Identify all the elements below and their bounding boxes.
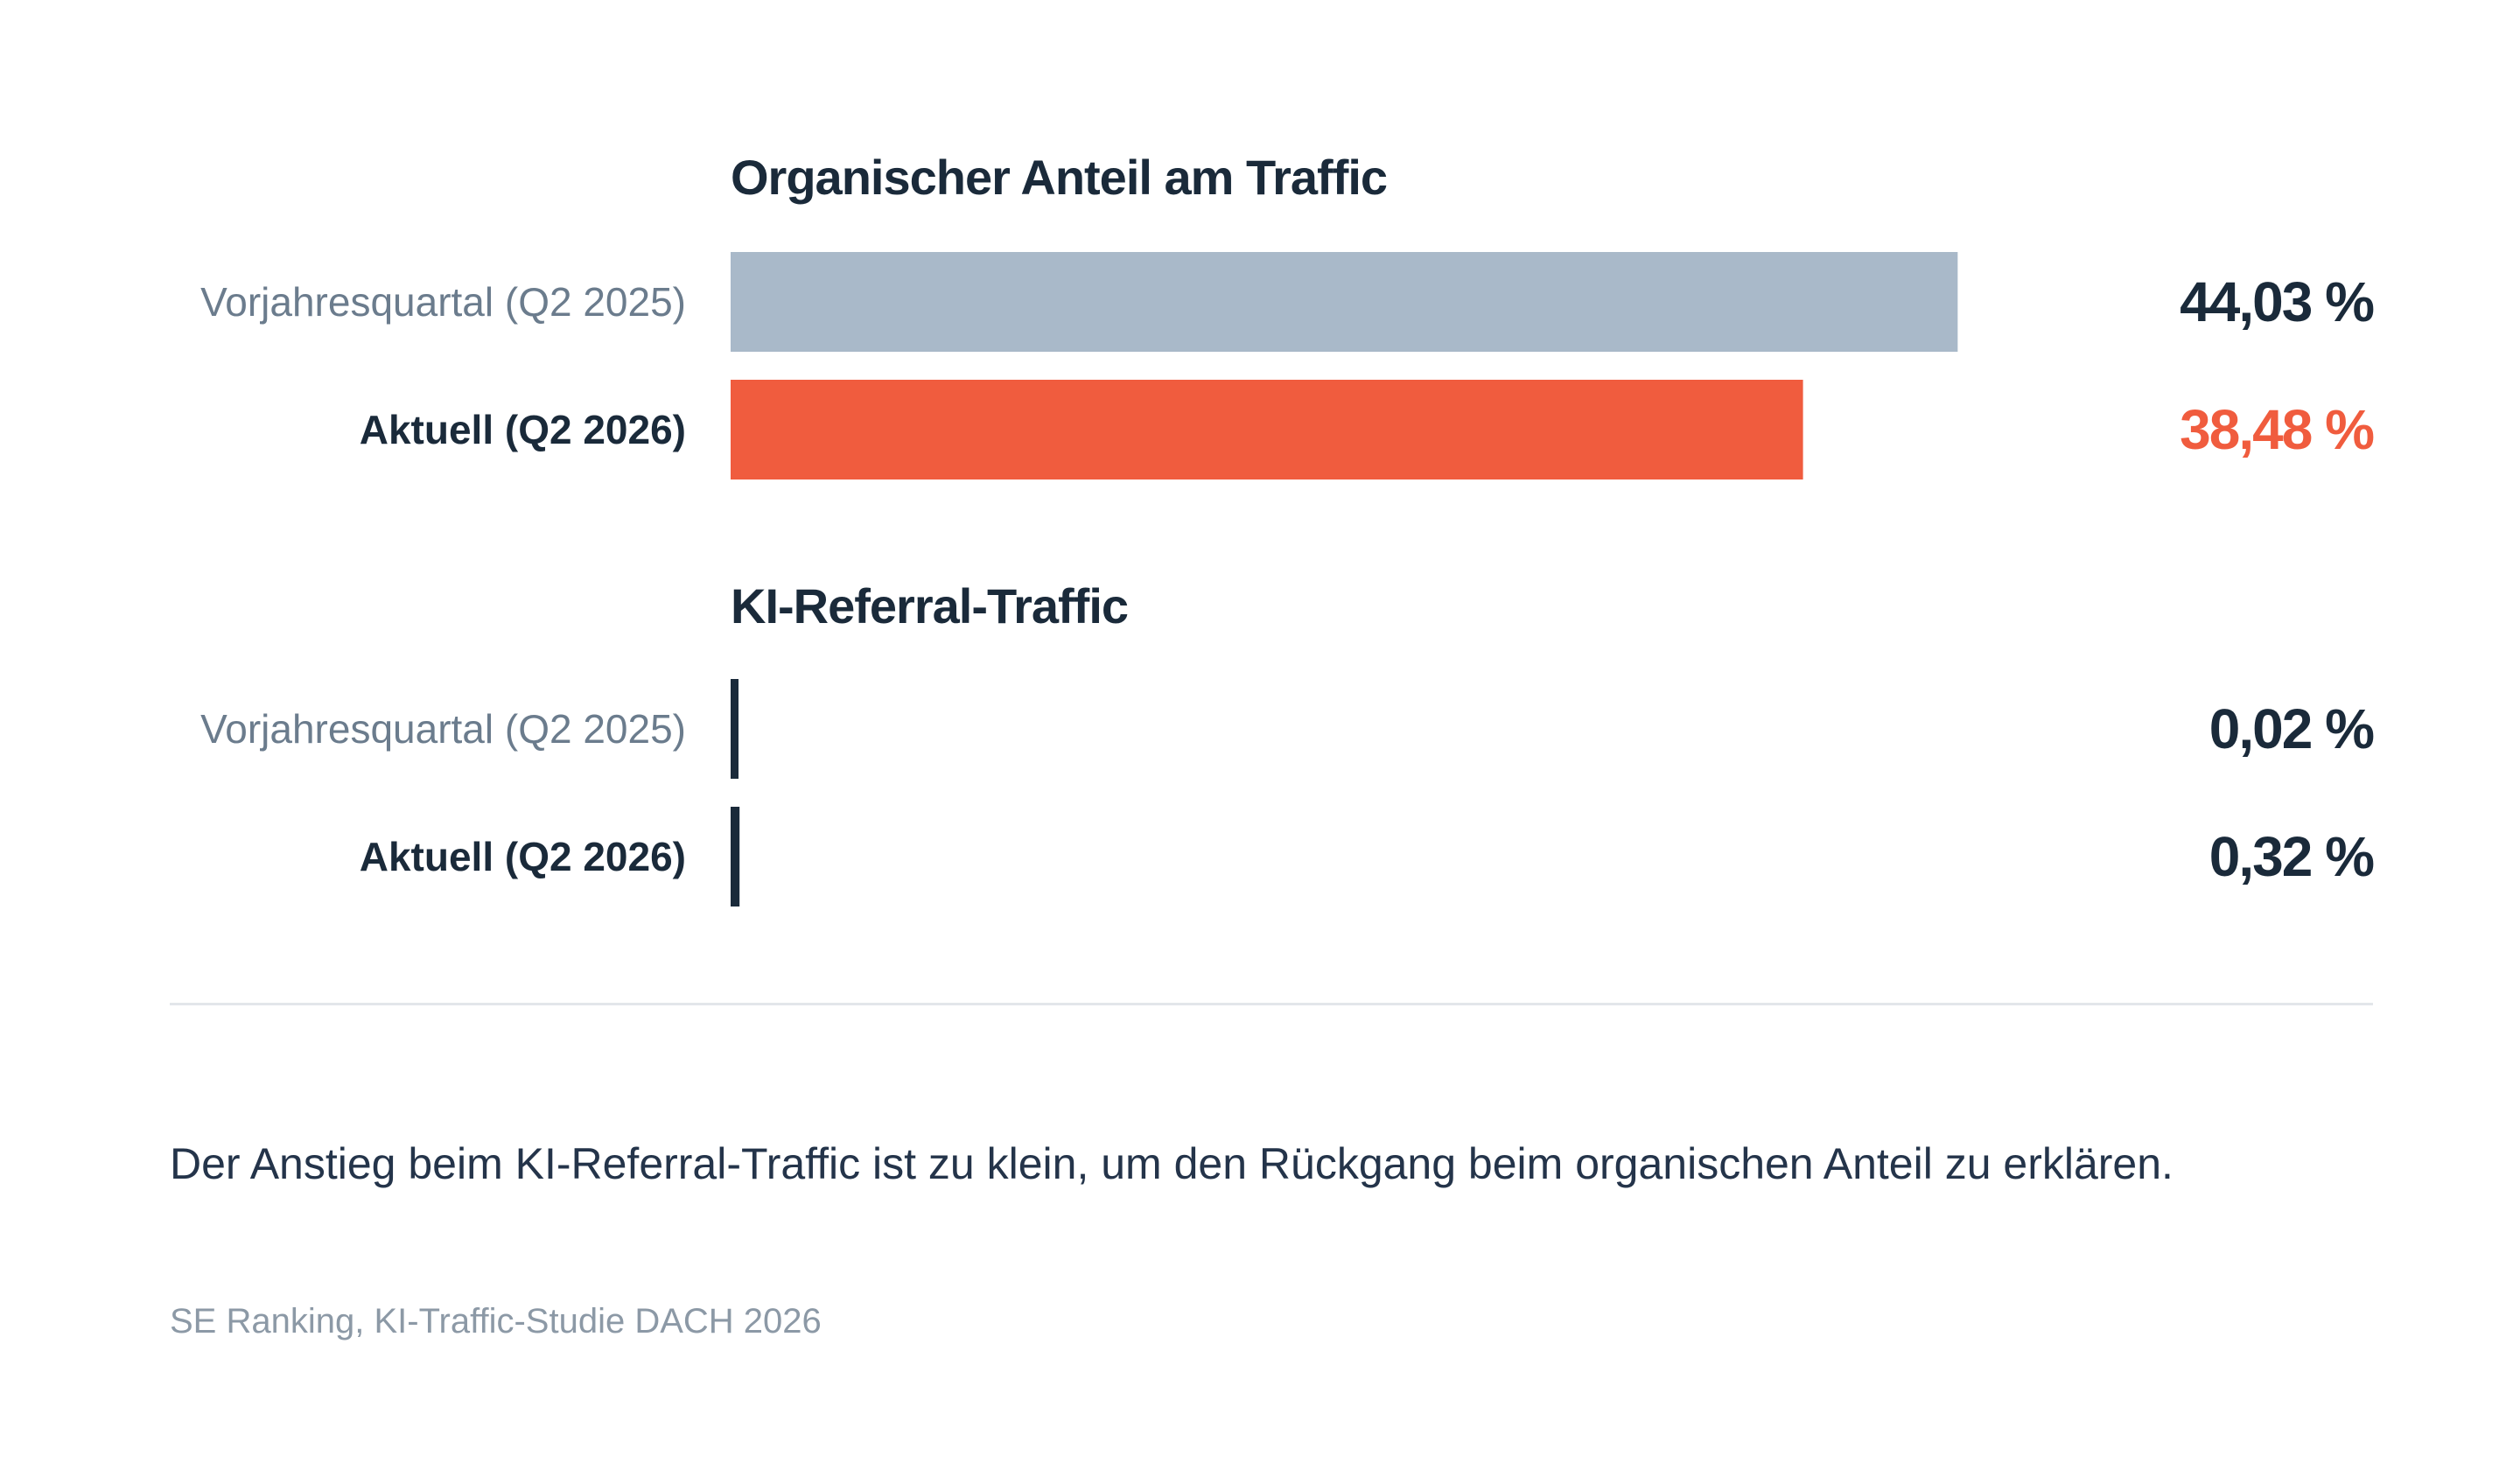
value-label: 0,32 %: [2209, 825, 2374, 888]
value-label: 44,03 %: [2180, 270, 2374, 333]
chart-title: KI-Referral-Traffic: [731, 578, 1128, 634]
bar-previous: [731, 252, 1958, 352]
divider: [170, 1003, 2373, 1005]
category-label: Aktuell (Q2 2026): [360, 407, 686, 452]
bar-previous: [731, 679, 738, 779]
comparison-chart: Organischer Anteil am Traffic Vorjahresqu…: [200, 150, 2376, 906]
category-label: Aktuell (Q2 2026): [360, 834, 686, 879]
value-label: 0,02 %: [2209, 697, 2374, 760]
value-label: 38,48 %: [2180, 398, 2374, 461]
bar-current: [731, 380, 1803, 480]
source-caption: SE Ranking, KI-Traffic-Studie DACH 2026: [170, 1302, 822, 1340]
chart-note: Der Anstieg beim KI-Referral-Traffic ist…: [170, 1139, 2174, 1188]
category-label: Vorjahresquartal (Q2 2025): [200, 706, 686, 752]
chart-group-2: KI-Referral-Traffic Vorjahresquartal (Q2 …: [200, 578, 2376, 906]
chart-group-1: Organischer Anteil am Traffic Vorjahresqu…: [200, 150, 2376, 480]
category-label: Vorjahresquartal (Q2 2025): [200, 279, 686, 325]
chart-title: Organischer Anteil am Traffic: [731, 150, 1387, 205]
bar-current: [731, 807, 740, 906]
